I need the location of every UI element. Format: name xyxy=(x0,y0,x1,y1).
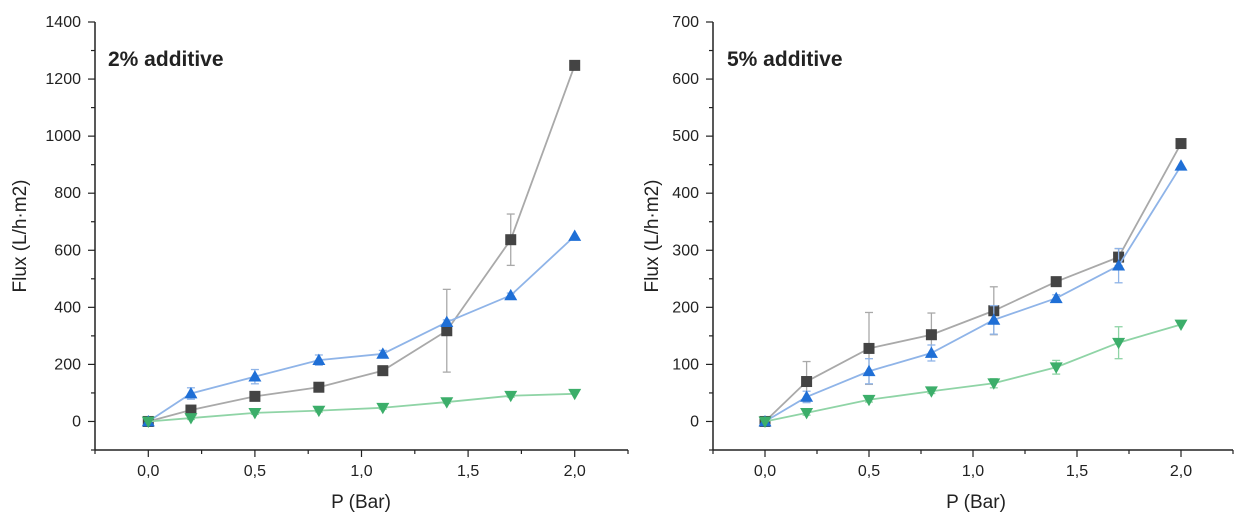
data-point xyxy=(441,325,453,337)
data-point xyxy=(376,347,390,359)
y-tick-label: 700 xyxy=(672,14,699,31)
x-tick-label: 0,5 xyxy=(244,463,266,480)
data-point xyxy=(1174,159,1188,171)
series-line xyxy=(148,392,575,423)
x-tick-label: 1,5 xyxy=(1066,463,1088,480)
data-point xyxy=(1049,291,1063,304)
y-tick-label: 1000 xyxy=(45,128,81,145)
data-point xyxy=(504,288,518,301)
data-point xyxy=(862,364,876,377)
series-triangle-up xyxy=(758,159,1188,427)
data-point xyxy=(987,378,1001,390)
data-point xyxy=(800,390,814,402)
series-square xyxy=(142,59,581,427)
x-tick-label: 0,0 xyxy=(754,463,776,480)
data-point xyxy=(568,388,582,401)
data-point xyxy=(800,408,814,420)
series-triangle-up xyxy=(141,229,582,427)
data-point xyxy=(313,381,325,393)
series-triangle-down xyxy=(758,319,1188,428)
y-tick-label: 500 xyxy=(672,128,699,145)
data-point xyxy=(504,390,518,403)
x-tick-label: 1,0 xyxy=(962,463,984,480)
data-point xyxy=(987,313,1001,325)
x-tick-label: 2,0 xyxy=(564,463,586,480)
data-point xyxy=(249,390,261,402)
data-point xyxy=(248,408,262,420)
y-tick-label: 0 xyxy=(690,413,699,430)
data-point xyxy=(184,387,198,399)
data-point xyxy=(440,315,454,328)
y-tick-label: 800 xyxy=(54,185,81,202)
x-axis-title: P (Bar) xyxy=(946,492,1006,513)
y-tick-label: 400 xyxy=(672,185,699,202)
data-point xyxy=(924,386,938,398)
data-point xyxy=(1112,259,1126,271)
x-axis-title: P (Bar) xyxy=(331,492,391,513)
data-point xyxy=(377,365,389,377)
series-line xyxy=(764,165,1182,423)
series-line xyxy=(764,143,1182,423)
panel-annotation: 5% additive xyxy=(727,48,843,71)
data-point xyxy=(141,416,155,428)
data-point xyxy=(569,59,581,71)
series-triangle-down xyxy=(141,388,582,428)
data-point xyxy=(924,346,938,358)
chart-panel-2: 0 100 200 300 400 500 600 700 0,0 0,5 1,0 1,5 2,0 P (… xyxy=(642,14,1234,513)
x-tick-label: 1,5 xyxy=(457,463,479,480)
data-point xyxy=(505,234,517,246)
y-axis-title: Flux (L/h·m2) xyxy=(10,180,31,293)
data-point xyxy=(185,404,197,416)
data-point xyxy=(312,353,326,365)
series-line xyxy=(764,323,1182,423)
series-line xyxy=(148,65,576,423)
y-tick-label: 200 xyxy=(54,356,81,373)
data-point xyxy=(758,416,772,428)
data-point xyxy=(863,342,875,354)
data-point xyxy=(568,229,582,241)
data-point xyxy=(184,413,198,425)
y-tick-label: 1400 xyxy=(45,14,81,31)
chart-panel-1: 0 200 400 600 800 1000 1200 1400 0,0 0,5 1,0 1,5 2,0… xyxy=(10,14,629,513)
data-point xyxy=(1049,362,1063,374)
data-point xyxy=(440,397,454,409)
x-tick-label: 0,5 xyxy=(858,463,880,480)
data-point xyxy=(925,329,937,341)
panel-annotation: 2% additive xyxy=(108,48,224,71)
y-tick-label: 300 xyxy=(672,242,699,259)
data-point xyxy=(801,376,813,388)
data-point xyxy=(1112,337,1126,350)
y-tick-label: 100 xyxy=(672,356,699,373)
data-point xyxy=(248,370,262,382)
x-tick-label: 1,0 xyxy=(350,463,372,480)
y-tick-label: 1200 xyxy=(45,71,81,88)
y-tick-label: 200 xyxy=(672,299,699,316)
y-tick-label: 0 xyxy=(72,413,81,430)
y-axis-title: Flux (L/h·m2) xyxy=(642,180,663,293)
x-tick-label: 2,0 xyxy=(1170,463,1192,480)
data-point xyxy=(1050,276,1062,288)
data-point xyxy=(1174,319,1188,331)
y-tick-label: 400 xyxy=(54,299,81,316)
data-point xyxy=(862,394,876,407)
series-line xyxy=(147,235,576,423)
data-point xyxy=(1175,138,1187,150)
data-point xyxy=(312,405,326,418)
y-tick-label: 600 xyxy=(54,242,81,259)
x-tick-label: 0,0 xyxy=(137,463,159,480)
y-tick-label: 600 xyxy=(672,71,699,88)
data-point xyxy=(376,402,390,415)
